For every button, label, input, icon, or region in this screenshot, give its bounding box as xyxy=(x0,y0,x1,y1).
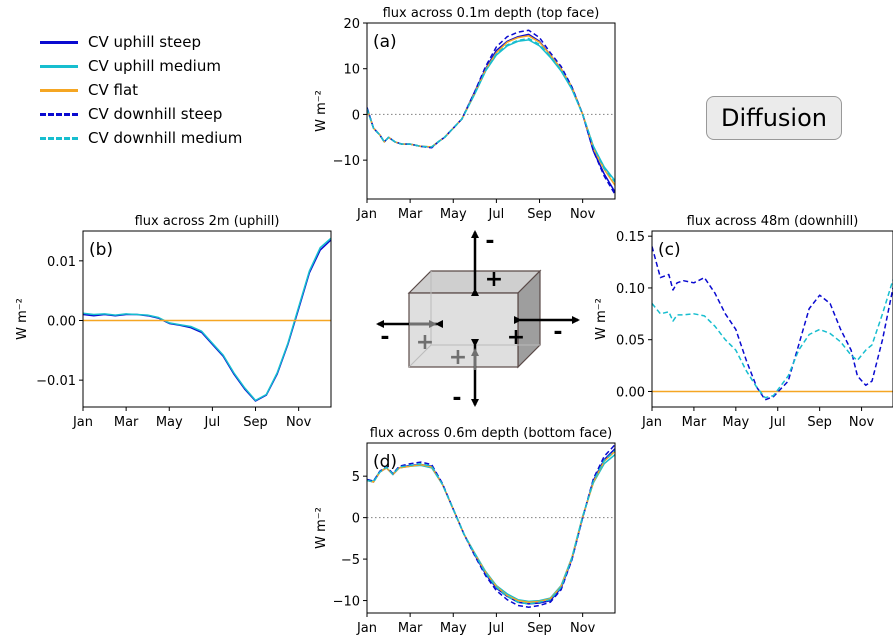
diffusion-badge: Diffusion xyxy=(706,96,842,140)
cube-sign: + xyxy=(485,267,503,292)
x-tick-label: Mar xyxy=(398,207,423,222)
x-tick-label: Jan xyxy=(641,415,662,430)
x-tick-label: Sep xyxy=(527,207,552,222)
panel-label: (b) xyxy=(89,240,113,260)
y-tick-label: 20 xyxy=(343,17,360,32)
x-tick-label: Nov xyxy=(849,415,875,430)
legend-item: CV downhill steep xyxy=(40,102,242,126)
x-tick-label: Sep xyxy=(527,621,552,636)
legend-item: CV uphill medium xyxy=(40,54,242,78)
cube-hidden-edge xyxy=(408,344,432,368)
x-tick-label: Jan xyxy=(72,415,93,430)
cube-sign: - xyxy=(553,320,562,345)
y-tick-label: 0.00 xyxy=(616,385,645,400)
legend-swatch-uphill-medium xyxy=(40,64,78,68)
x-tick-label: May xyxy=(440,621,467,636)
series-line xyxy=(367,444,615,608)
x-tick-label: Nov xyxy=(570,207,596,222)
series-line xyxy=(367,450,615,603)
x-tick-label: Mar xyxy=(682,415,707,430)
cube-sign: - xyxy=(380,325,389,350)
y-tick-label: 5 xyxy=(352,470,360,485)
legend-label: CV uphill steep xyxy=(88,33,201,51)
legend-label: CV downhill medium xyxy=(88,129,243,147)
y-tick-label: −10 xyxy=(333,595,360,610)
chart-title: flux across 48m (downhill) xyxy=(687,214,859,229)
x-tick-label: Sep xyxy=(807,415,832,430)
y-tick-label: 10 xyxy=(343,63,360,78)
diffusion-badge-label: Diffusion xyxy=(721,104,827,132)
x-tick-label: Nov xyxy=(286,415,312,430)
y-tick-label: 0 xyxy=(352,512,360,527)
legend-item: CV flat xyxy=(40,78,242,102)
panel-label: (c) xyxy=(658,240,681,260)
x-tick-label: Mar xyxy=(398,621,423,636)
x-tick-label: Nov xyxy=(570,621,596,636)
cube-sign: + xyxy=(449,345,467,370)
y-axis-label: W m⁻² xyxy=(15,298,30,340)
y-tick-label: −5 xyxy=(341,553,360,568)
series-line xyxy=(652,279,893,399)
axes-frame xyxy=(651,230,893,408)
chart-title: flux across 0.1m depth (top face) xyxy=(383,6,600,21)
y-tick-label: 0 xyxy=(352,108,360,123)
series-line xyxy=(367,29,615,195)
series-line xyxy=(367,37,615,183)
y-axis-label: W m⁻² xyxy=(314,90,329,132)
series-line xyxy=(652,246,893,401)
legend-item: CV downhill medium xyxy=(40,126,242,150)
y-tick-label: 0.05 xyxy=(616,334,645,349)
x-tick-label: Mar xyxy=(114,415,139,430)
axes-frame xyxy=(366,442,616,614)
legend-item: CV uphill steep xyxy=(40,30,242,54)
x-tick-label: Jan xyxy=(356,621,377,636)
x-tick-label: May xyxy=(722,415,749,430)
cube-sign: - xyxy=(452,386,461,411)
panel-label: (a) xyxy=(373,32,397,52)
legend-label: CV downhill steep xyxy=(88,105,223,123)
y-tick-label: 0.00 xyxy=(47,314,76,329)
chart-title: flux across 2m (uphill) xyxy=(135,214,280,229)
axes-frame xyxy=(366,22,616,200)
series-line xyxy=(367,449,615,605)
y-tick-label: −10 xyxy=(333,154,360,169)
legend-swatch-downhill-medium xyxy=(40,136,78,140)
legend-swatch-downhill-steep xyxy=(40,112,78,116)
cube-sign: + xyxy=(416,330,434,355)
cube-sign: + xyxy=(507,325,525,350)
series-line xyxy=(83,237,331,402)
cube-front-face xyxy=(408,292,519,368)
y-tick-label: 0.10 xyxy=(616,282,645,297)
y-tick-label: −0.01 xyxy=(36,374,76,389)
panel-label: (d) xyxy=(373,452,397,472)
x-tick-label: Jul xyxy=(488,207,505,222)
y-axis-label: W m⁻² xyxy=(594,298,609,340)
y-tick-label: 0.01 xyxy=(47,255,76,270)
x-tick-label: May xyxy=(440,207,467,222)
y-axis-label: W m⁻² xyxy=(314,507,329,549)
x-tick-label: Jul xyxy=(769,415,786,430)
legend-swatch-flat xyxy=(40,88,78,92)
x-tick-label: Sep xyxy=(243,415,268,430)
legend-label: CV flat xyxy=(88,81,139,99)
x-tick-label: Jul xyxy=(488,621,505,636)
x-tick-label: May xyxy=(156,415,183,430)
y-tick-label: 0.15 xyxy=(616,230,645,245)
chart-title: flux across 0.6m depth (bottom face) xyxy=(370,426,612,441)
cube-sign: - xyxy=(485,229,494,254)
axes-frame xyxy=(82,230,332,408)
x-tick-label: Jan xyxy=(356,207,377,222)
legend: CV uphill steep CV uphill medium CV flat… xyxy=(40,30,242,150)
legend-label: CV uphill medium xyxy=(88,57,221,75)
x-tick-label: Jul xyxy=(204,415,221,430)
legend-swatch-uphill-steep xyxy=(40,40,78,44)
